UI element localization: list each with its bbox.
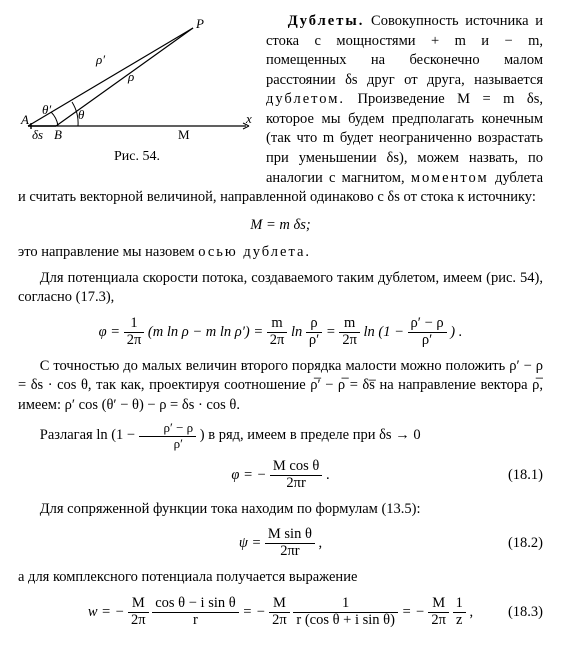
para-5: Разлагая ln (1 − ρ′ − ρρ′ ) в ряд, имеем…: [18, 421, 543, 451]
term-axis: осью дублета.: [198, 244, 311, 260]
label-theta: θ: [78, 107, 85, 122]
diagram-svg: A B M P x δs ρ ρ′ θ θ′: [18, 16, 256, 146]
para-4: С точностью до малых величин второго пор…: [18, 357, 543, 416]
eq-18-2: ψ = M sin θ2πr , (18.2): [18, 527, 543, 560]
term-doublet: дублетом.: [266, 91, 345, 107]
eqnum-18-3: (18.3): [508, 603, 543, 623]
label-rhop: ρ′: [95, 52, 105, 67]
eq-18-3: w = − M2π cos θ − i sin θr = − M2π 1r (c…: [18, 596, 543, 629]
eq-phi-long: φ = 12π (m ln ρ − m ln ρ′) = m2π ln ρρ′ …: [18, 316, 543, 349]
label-rho: ρ: [127, 69, 134, 84]
heading: Дублеты.: [288, 13, 365, 29]
eqnum-18-2: (18.2): [508, 534, 543, 554]
para-7: а для комплексного потенциала получается…: [18, 568, 543, 588]
figure-caption: Рис. 54.: [18, 148, 256, 167]
para-6: Для сопряженной функции тока находим по …: [18, 500, 543, 520]
label-M: M: [178, 127, 190, 142]
eqnum-18-1: (18.1): [508, 466, 543, 486]
para-2: это направление мы назовем осью дублета.: [18, 243, 543, 263]
para-3: Для потенциала скорости потока, создавае…: [18, 269, 543, 308]
eq-18-1: φ = − M cos θ2πr . (18.1): [18, 459, 543, 492]
label-thetap: θ′: [42, 102, 51, 117]
label-P: P: [195, 16, 204, 31]
term-moment: моментом: [411, 170, 489, 186]
label-x: x: [245, 111, 252, 126]
figure-54: A B M P x δs ρ ρ′ θ θ′ Рис. 54.: [18, 16, 256, 167]
eq-moment: M = m δs;: [18, 216, 543, 236]
